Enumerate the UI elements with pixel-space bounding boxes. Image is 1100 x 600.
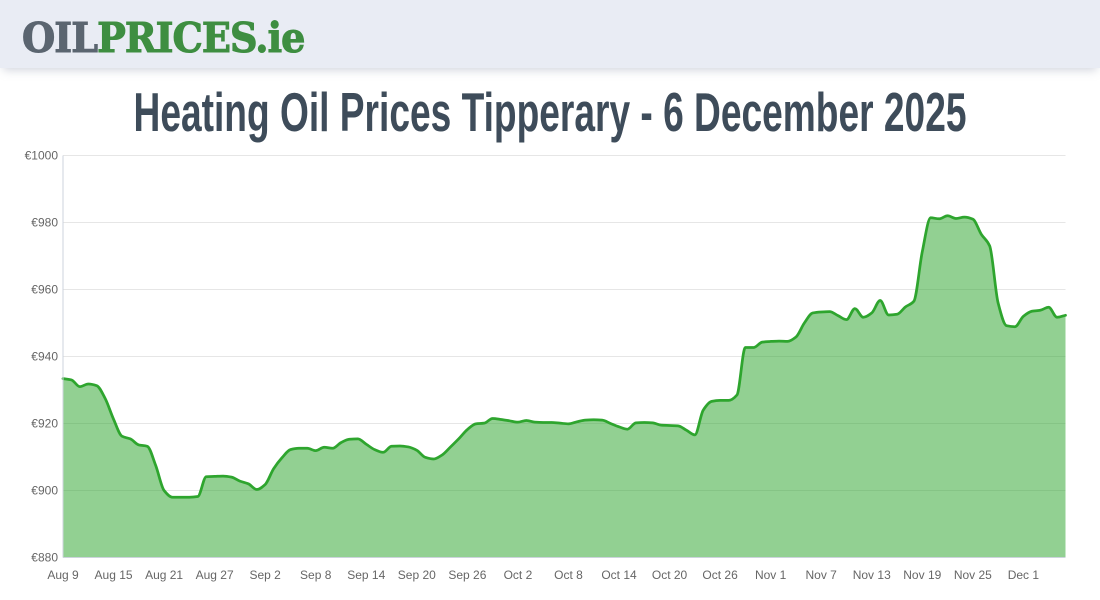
site-header: OILPRICES.ie: [0, 0, 1100, 68]
x-axis-label: Nov 25: [954, 568, 992, 582]
price-line: [61, 214, 1067, 499]
x-axis-label: Sep 8: [300, 568, 332, 582]
site-logo[interactable]: OILPRICES.ie: [21, 13, 306, 62]
price-area-fill: [63, 215, 1066, 558]
x-axis-label: Aug 21: [145, 568, 183, 582]
x-axis-label: Sep 26: [448, 568, 486, 582]
y-axis-label: €980: [31, 216, 58, 230]
x-axis-label: Aug 15: [95, 568, 133, 582]
y-axis-label: €880: [31, 551, 58, 565]
y-axis-label: €940: [31, 350, 58, 364]
x-axis-label: Aug 27: [196, 568, 234, 582]
x-axis-label: Oct 2: [504, 568, 533, 582]
x-axis-label: Oct 20: [652, 568, 688, 582]
x-axis-label: Oct 14: [601, 568, 637, 582]
x-axis-label: Sep 2: [250, 568, 282, 582]
x-axis-label: Sep 14: [347, 568, 385, 582]
logo-text-prices-ie: PRICES.ie: [97, 13, 306, 62]
y-axis-label: €920: [31, 417, 58, 431]
x-axis-label: Nov 19: [903, 568, 941, 582]
x-axis-label: Nov 1: [755, 568, 787, 582]
page-title: Heating Oil Prices Tipperary - 6 Decembe…: [0, 81, 1100, 143]
x-axis-label: Oct 26: [702, 568, 738, 582]
x-axis-label: Aug 9: [47, 568, 79, 582]
x-axis-label: Nov 13: [853, 568, 891, 582]
y-axis-label: €960: [31, 283, 58, 297]
x-axis-label: Dec 1: [1008, 568, 1040, 582]
logo-text-oil: OIL: [21, 13, 98, 62]
y-axis-label: €1000: [25, 149, 59, 163]
page-title-text: Heating Oil Prices Tipperary - 6 Decembe…: [133, 81, 967, 143]
x-axis-label: Sep 20: [398, 568, 436, 582]
x-axis-label: Nov 7: [806, 568, 838, 582]
y-axis-label: €900: [31, 484, 58, 498]
x-axis-label: Oct 8: [554, 568, 583, 582]
